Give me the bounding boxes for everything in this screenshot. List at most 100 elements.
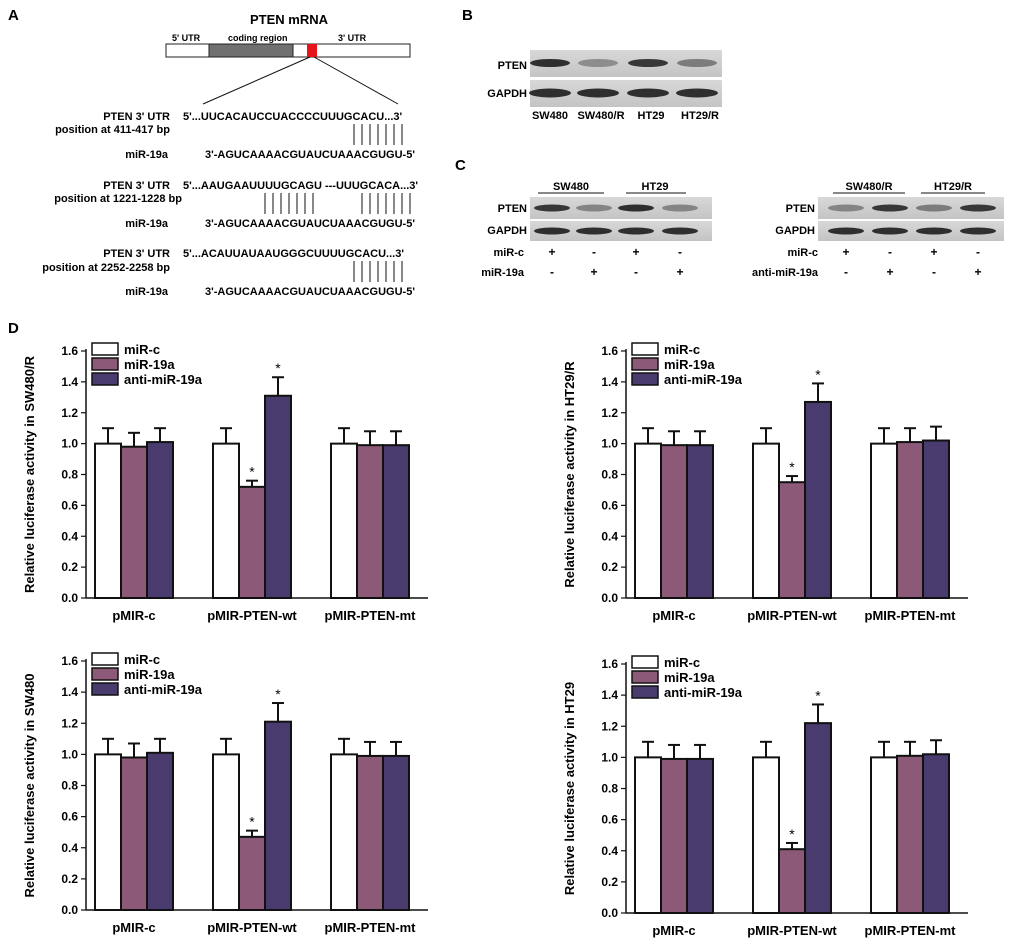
blot-c-right-group-2: HT29/R [934, 181, 972, 193]
y-tick-label: 0.6 [61, 810, 78, 824]
y-tick-label: 0.2 [601, 560, 618, 574]
bar-miR-19a-pMIR-PTEN-mt [896, 441, 924, 599]
blot-c-left: SW480 HT29 PTEN GAPDH miR-c miR-19a + - + -… [481, 181, 712, 279]
significance-star: * [815, 687, 821, 703]
significance-star: * [789, 826, 795, 842]
bar-anti-miR-19a-pMIR-PTEN-mt [382, 754, 410, 912]
x-tick-label: pMIR-c [652, 608, 695, 623]
panel-a: A PTEN mRNA 5' UTR coding region 3' UTR … [8, 7, 418, 298]
y-tick-label: 0.2 [61, 872, 78, 886]
blot-b-row-gapdh: GAPDH [487, 88, 527, 100]
mrna-title: PTEN mRNA [250, 12, 329, 27]
site-2-label: PTEN 3' UTR [103, 180, 170, 192]
blot-c-right-sign-2-1: - [844, 265, 848, 279]
site-2-mirna-label: miR-19a [125, 218, 169, 230]
site-1-position: position at 411-417 bp [55, 124, 170, 136]
x-tick-label: pMIR-PTEN-wt [207, 920, 297, 935]
x-tick-label: pMIR-c [112, 920, 155, 935]
chart-ht29r: 0.0 0.2 0.4 0.6 0.8 1.0 1.2 1.4 1.6 Relative luci… [562, 342, 968, 623]
y-tick-label: 0.8 [61, 779, 78, 793]
legend-label-miR-c: miR-c [664, 342, 700, 357]
bar-miR-c-pMIR-PTEN-wt [752, 756, 780, 914]
blot-c-right-sign-2-2: + [886, 265, 893, 279]
y-axis-label: Relative luciferase activity in SW480/R [22, 355, 37, 593]
x-tick-label: pMIR-PTEN-mt [865, 608, 957, 623]
y-tick-label: 0.0 [61, 903, 78, 917]
bar-anti-miR-19a-pMIR-PTEN-mt [382, 444, 410, 600]
blot-c-right-pten-band-1 [828, 204, 864, 212]
bar-miR-19a-pMIR-PTEN-wt [238, 485, 266, 600]
blot-c-right-gapdh-bands [828, 227, 996, 235]
blot-b-lane-3: HT29 [638, 110, 665, 122]
legend-swatch-miR-c [91, 342, 119, 356]
blot-b-gapdh-band-3 [627, 88, 669, 98]
coding-region-block [208, 43, 294, 58]
site-2-utr-seq: 5'...AAUGAAUUUUGCAGU ---UUUGCACA...3' [183, 180, 418, 192]
y-tick-label: 1.6 [61, 654, 78, 668]
y-tick-label: 1.6 [61, 344, 78, 358]
blot-c-left-gapdh-band-2 [576, 227, 612, 235]
significance-star: * [249, 464, 255, 480]
y-tick-label: 0.8 [61, 468, 78, 482]
y-tick-label: 0.4 [61, 841, 78, 855]
bar-miR-c-pMIR-c [634, 756, 662, 914]
y-tick-label: 1.0 [601, 437, 618, 451]
site-1-pairing [353, 124, 403, 145]
y-tick-label: 1.6 [601, 344, 618, 358]
legend-label-anti-miR-19a: anti-miR-19a [664, 372, 743, 387]
legend-swatch-anti-miR-19a [631, 685, 659, 699]
significance-star: * [789, 459, 795, 475]
y-tick-label: 1.4 [601, 688, 618, 702]
bar-miR-19a-pMIR-c [660, 757, 688, 915]
blot-c-right-treat-1: miR-c [787, 247, 818, 259]
blot-c-left-pten-band-1 [534, 204, 570, 212]
legend-label-miR-c: miR-c [124, 652, 160, 667]
bar-miR-19a-pMIR-PTEN-mt [356, 754, 384, 912]
x-tick-label: pMIR-PTEN-wt [747, 608, 837, 623]
bar-anti-miR-19a-pMIR-PTEN-mt [922, 439, 950, 599]
blot-c-right-sign-1-4: - [976, 245, 980, 259]
y-tick-label: 0.4 [601, 844, 618, 858]
y-tick-label: 0.4 [61, 529, 78, 543]
blot-c-left-row-pten: PTEN [498, 203, 527, 215]
y-tick-label: 1.2 [61, 716, 78, 730]
blot-c-left-sign-1-4: - [678, 245, 682, 259]
utr3-label: 3' UTR [338, 33, 367, 43]
bar-anti-miR-19a-pMIR-c [146, 751, 174, 911]
significance-star: * [275, 360, 281, 376]
y-tick-label: 0.0 [601, 591, 618, 605]
panel-label-c: C [455, 157, 466, 174]
y-tick-label: 0.6 [601, 498, 618, 512]
y-tick-label: 0.6 [61, 498, 78, 512]
blot-c-right-gapdh-band-1 [828, 227, 864, 235]
utr5-label: 5' UTR [172, 33, 201, 43]
x-tick-label: pMIR-PTEN-mt [325, 608, 417, 623]
blot-c-left-gapdh-bands [534, 227, 698, 235]
legend-swatch-miR-c [631, 655, 659, 669]
blot-c-left-group-1: SW480 [553, 181, 589, 193]
site-3-utr-seq: 5'...ACAUUAUAAUGGGCUUUUGCACU...3' [183, 248, 404, 260]
blot-b-pten-band-2 [578, 59, 618, 67]
bar-anti-miR-19a-pMIR-c [146, 441, 174, 599]
blot-c-right-sign-1-2: - [888, 245, 892, 259]
site-3-pairing [353, 261, 403, 282]
bar-anti-miR-19a-pMIR-c [686, 444, 714, 600]
chart-sw480r: 0.0 0.2 0.4 0.6 0.8 1.0 1.2 1.4 1.6 Relative luci… [22, 342, 428, 623]
bar-miR-19a-pMIR-PTEN-wt [778, 481, 806, 599]
y-tick-label: 0.0 [61, 591, 78, 605]
blot-c-left-row-gapdh: GAPDH [487, 225, 527, 237]
bar-anti-miR-19a-pMIR-PTEN-mt [922, 753, 950, 915]
legend-label-miR-19a: miR-19a [124, 667, 175, 682]
panel-label-a: A [8, 7, 19, 24]
significance-star: * [275, 686, 281, 702]
legend-label-miR-19a: miR-19a [124, 357, 175, 372]
bar-miR-19a-pMIR-PTEN-mt [896, 754, 924, 914]
bar-anti-miR-19a-pMIR-PTEN-wt [264, 394, 292, 599]
blot-b-pten-band-3 [628, 59, 668, 67]
significance-star: * [249, 814, 255, 830]
bar-miR-19a-pMIR-c [120, 756, 148, 911]
zoom-line-left [202, 56, 311, 105]
site-3-position: position at 2252-2258 bp [42, 262, 170, 274]
blot-c-right-sign-1-3: + [930, 245, 937, 259]
